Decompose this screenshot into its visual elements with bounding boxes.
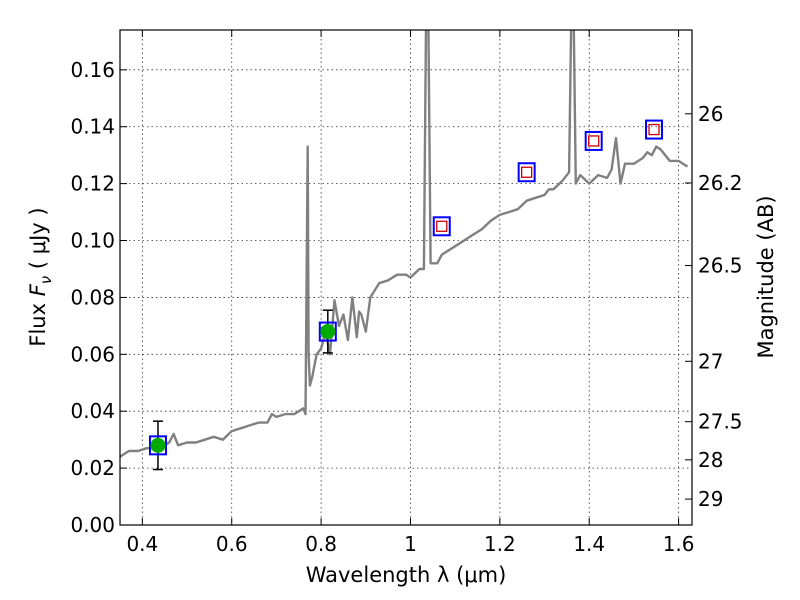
y-axis-title-sub: ν [37,276,55,284]
y-tick-label: 0.10 [70,229,115,253]
axis-ticks: 0.4 0.6 0.8 1 1.2 1.4 1.6 0.00 0.02 0.04 0.06 0.08 0… [70,30,743,556]
observed-flux-point [150,437,166,453]
x-tick-label: 1.4 [573,532,605,556]
x-tick-label: 0.8 [305,532,337,556]
y-axis-title-prefix: Flux [26,296,50,346]
y-tick-label: 0.14 [70,115,115,139]
model-flux-square [521,166,533,178]
y2-tick-label: 26.5 [698,254,743,278]
y-tick-label: 0.12 [70,172,115,196]
y-axis-title: Flux Fν ( μJy ) [26,207,55,346]
y-axis-title-unit: ( μJy ) [26,207,50,275]
y2-tick-label: 26.2 [698,171,743,195]
y-tick-label: 0.06 [70,342,115,366]
model-sed-line [120,30,689,458]
y2-tick-label: 27 [698,349,723,373]
model-flux-box [645,119,664,140]
x-tick-label: 0.4 [126,532,158,556]
y2-axis-title: Magnitude (AB) [754,195,778,358]
model-flux-square [648,123,660,136]
y-tick-label: 0.16 [70,58,115,82]
y2-tick-label: 29 [698,487,723,511]
photometry-markers [148,119,664,471]
grid [120,30,692,526]
x-tick-label: 1 [404,532,417,556]
model-flux-square [436,220,448,232]
y-tick-label: 0.02 [70,456,115,480]
y-axis-title-symbol: F [26,283,50,296]
y2-tick-label: 26 [698,102,723,126]
model-flux-box [517,162,536,183]
model-flux-box [148,435,167,456]
y2-tick-label: 28 [698,448,723,472]
x-axis-title: Wavelength λ (μm) [306,563,507,587]
observed-flux-point [320,324,336,340]
plot-frame [119,29,693,526]
y2-tick-label: 27.5 [698,410,743,434]
model-flux-box [432,216,451,237]
model-flux-box [584,130,603,151]
y-tick-label: 0.08 [70,285,115,309]
y-tick-label: 0.00 [70,513,115,537]
model-flux-square [588,135,600,147]
model-flux-box [318,321,337,342]
y-tick-label: 0.04 [70,399,115,423]
model-sed [120,30,689,458]
x-tick-label: 0.6 [216,532,248,556]
x-tick-label: 1.6 [663,532,695,556]
x-tick-label: 1.2 [484,532,516,556]
